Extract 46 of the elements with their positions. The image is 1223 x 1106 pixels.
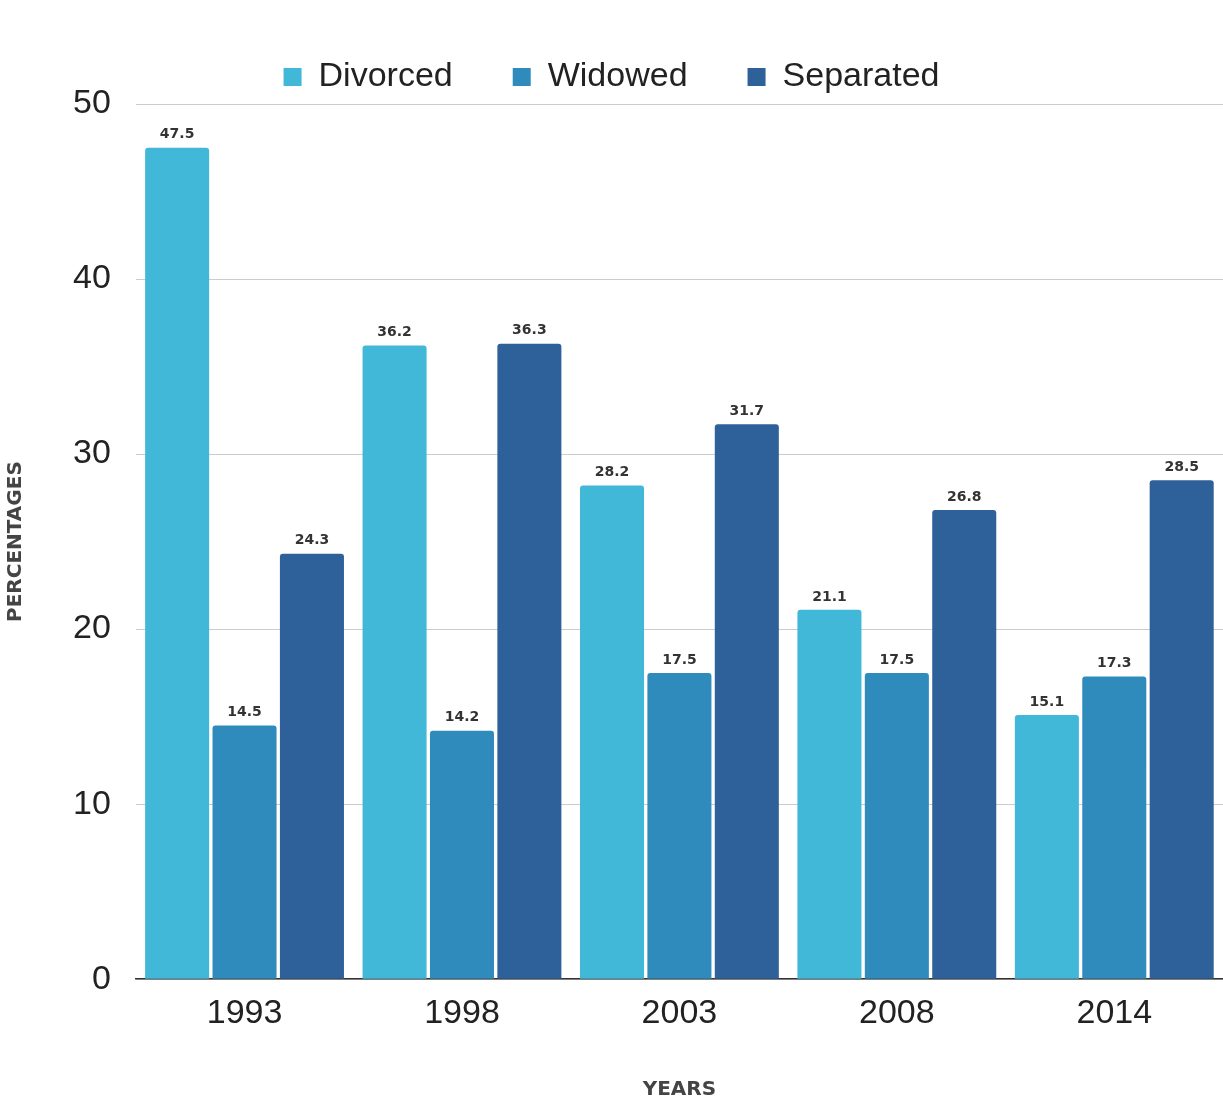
- x-tick-label: 2003: [641, 991, 718, 1030]
- legend-label: Divorced: [318, 55, 453, 94]
- data-label: 15.1: [1029, 692, 1065, 709]
- data-label: 28.5: [1164, 457, 1199, 474]
- bar: [279, 553, 344, 979]
- data-label: 26.8: [946, 487, 982, 504]
- data-label: 24.3: [294, 531, 330, 548]
- data-label: 14.2: [444, 708, 480, 725]
- data-label: 47.5: [159, 125, 195, 142]
- data-label: 36.3: [512, 321, 547, 338]
- legend-label: Separated: [782, 55, 940, 94]
- data-label: 17.5: [662, 650, 697, 667]
- y-axis-title: PERCENTAGES: [2, 461, 27, 623]
- x-axis-title: YEARS: [641, 1076, 717, 1101]
- y-tick-label: 20: [72, 607, 111, 646]
- data-label: 28.2: [594, 463, 630, 480]
- bar: [579, 485, 645, 979]
- y-tick-label: 40: [72, 257, 111, 296]
- y-tick-label: 50: [72, 82, 111, 121]
- bar: [864, 672, 929, 979]
- data-label: 14.5: [227, 703, 262, 720]
- bar: [797, 609, 862, 979]
- x-tick-label: 1998: [424, 991, 500, 1030]
- bar: [1082, 676, 1147, 979]
- x-tick-label: 2014: [1076, 991, 1153, 1030]
- data-label: 17.5: [879, 650, 915, 667]
- bar: [429, 730, 494, 979]
- legend-label: Widowed: [547, 55, 688, 94]
- data-label: 36.2: [377, 323, 412, 340]
- bar: [497, 343, 562, 979]
- data-label: 17.3: [1097, 654, 1132, 671]
- bar: [362, 345, 427, 979]
- data-label: 31.7: [729, 401, 765, 418]
- bar: [714, 424, 779, 979]
- x-tick-label: 2008: [859, 991, 935, 1030]
- bar: [212, 725, 277, 979]
- y-tick-label: 30: [72, 432, 111, 471]
- bar: [1014, 714, 1079, 979]
- x-tick-label: 1993: [206, 991, 283, 1030]
- bar: [647, 672, 712, 979]
- y-tick-label: 0: [91, 957, 111, 996]
- bar: [145, 147, 210, 979]
- bar: [932, 510, 997, 979]
- bar: [1149, 480, 1214, 979]
- data-label: 21.1: [812, 587, 847, 604]
- y-tick-label: 10: [72, 782, 111, 821]
